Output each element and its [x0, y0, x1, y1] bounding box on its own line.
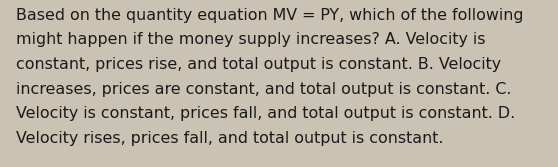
Text: constant, prices rise, and total output is constant. B. Velocity: constant, prices rise, and total output …	[16, 57, 501, 72]
Text: might happen if the money supply increases? A. Velocity is: might happen if the money supply increas…	[16, 32, 485, 47]
Text: Velocity rises, prices fall, and total output is constant.: Velocity rises, prices fall, and total o…	[16, 131, 443, 146]
Text: increases, prices are constant, and total output is constant. C.: increases, prices are constant, and tota…	[16, 82, 511, 97]
Text: Velocity is constant, prices fall, and total output is constant. D.: Velocity is constant, prices fall, and t…	[16, 106, 515, 121]
Text: Based on the quantity equation MV = PY, which of the following: Based on the quantity equation MV = PY, …	[16, 8, 523, 23]
